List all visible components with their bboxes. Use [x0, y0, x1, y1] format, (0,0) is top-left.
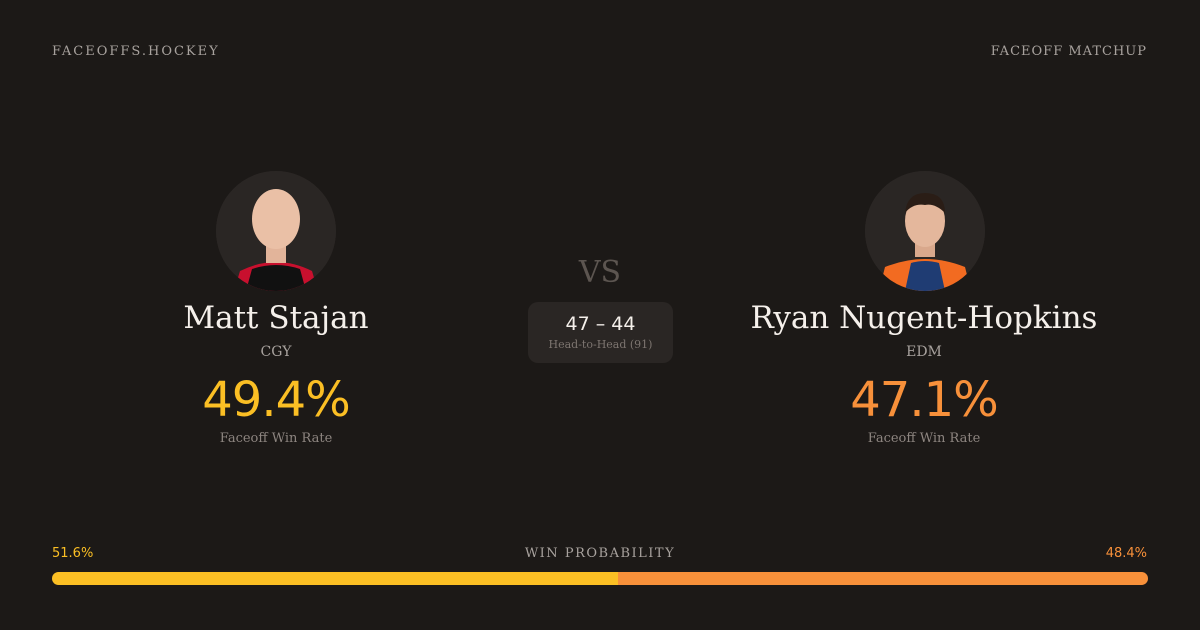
head-to-head-label: Head-to-Head (91) [548, 338, 653, 351]
player-name: Matt Stajan [183, 300, 369, 336]
vs-label: VS [578, 255, 622, 290]
player-name: Ryan Nugent-Hopkins [750, 300, 1098, 336]
brand: FACEOFFS.HOCKEY [52, 44, 220, 59]
header-right: FACEOFF MATCHUP [990, 44, 1147, 59]
player-photo [216, 171, 336, 291]
probability-label: WIN PROBABILITY [524, 546, 676, 561]
head-to-head-score: 47 – 44 [565, 313, 636, 335]
probability-segment [617, 572, 1148, 585]
probability-bar [52, 572, 1148, 585]
rate-label: Faceoff Win Rate [867, 431, 981, 446]
right-probability: 48.4% [1105, 546, 1147, 561]
faceoff-rate: 49.4% [202, 372, 350, 428]
player-photo [865, 171, 985, 291]
rate-label: Faceoff Win Rate [219, 431, 333, 446]
left-probability: 51.6% [52, 546, 94, 561]
faceoff-rate: 47.1% [850, 372, 998, 428]
probability-segment [52, 572, 618, 585]
player-team: CGY [260, 344, 292, 360]
player-team: EDM [906, 344, 942, 360]
head-to-head-box: 47 – 44 Head-to-Head (91) [528, 302, 673, 363]
